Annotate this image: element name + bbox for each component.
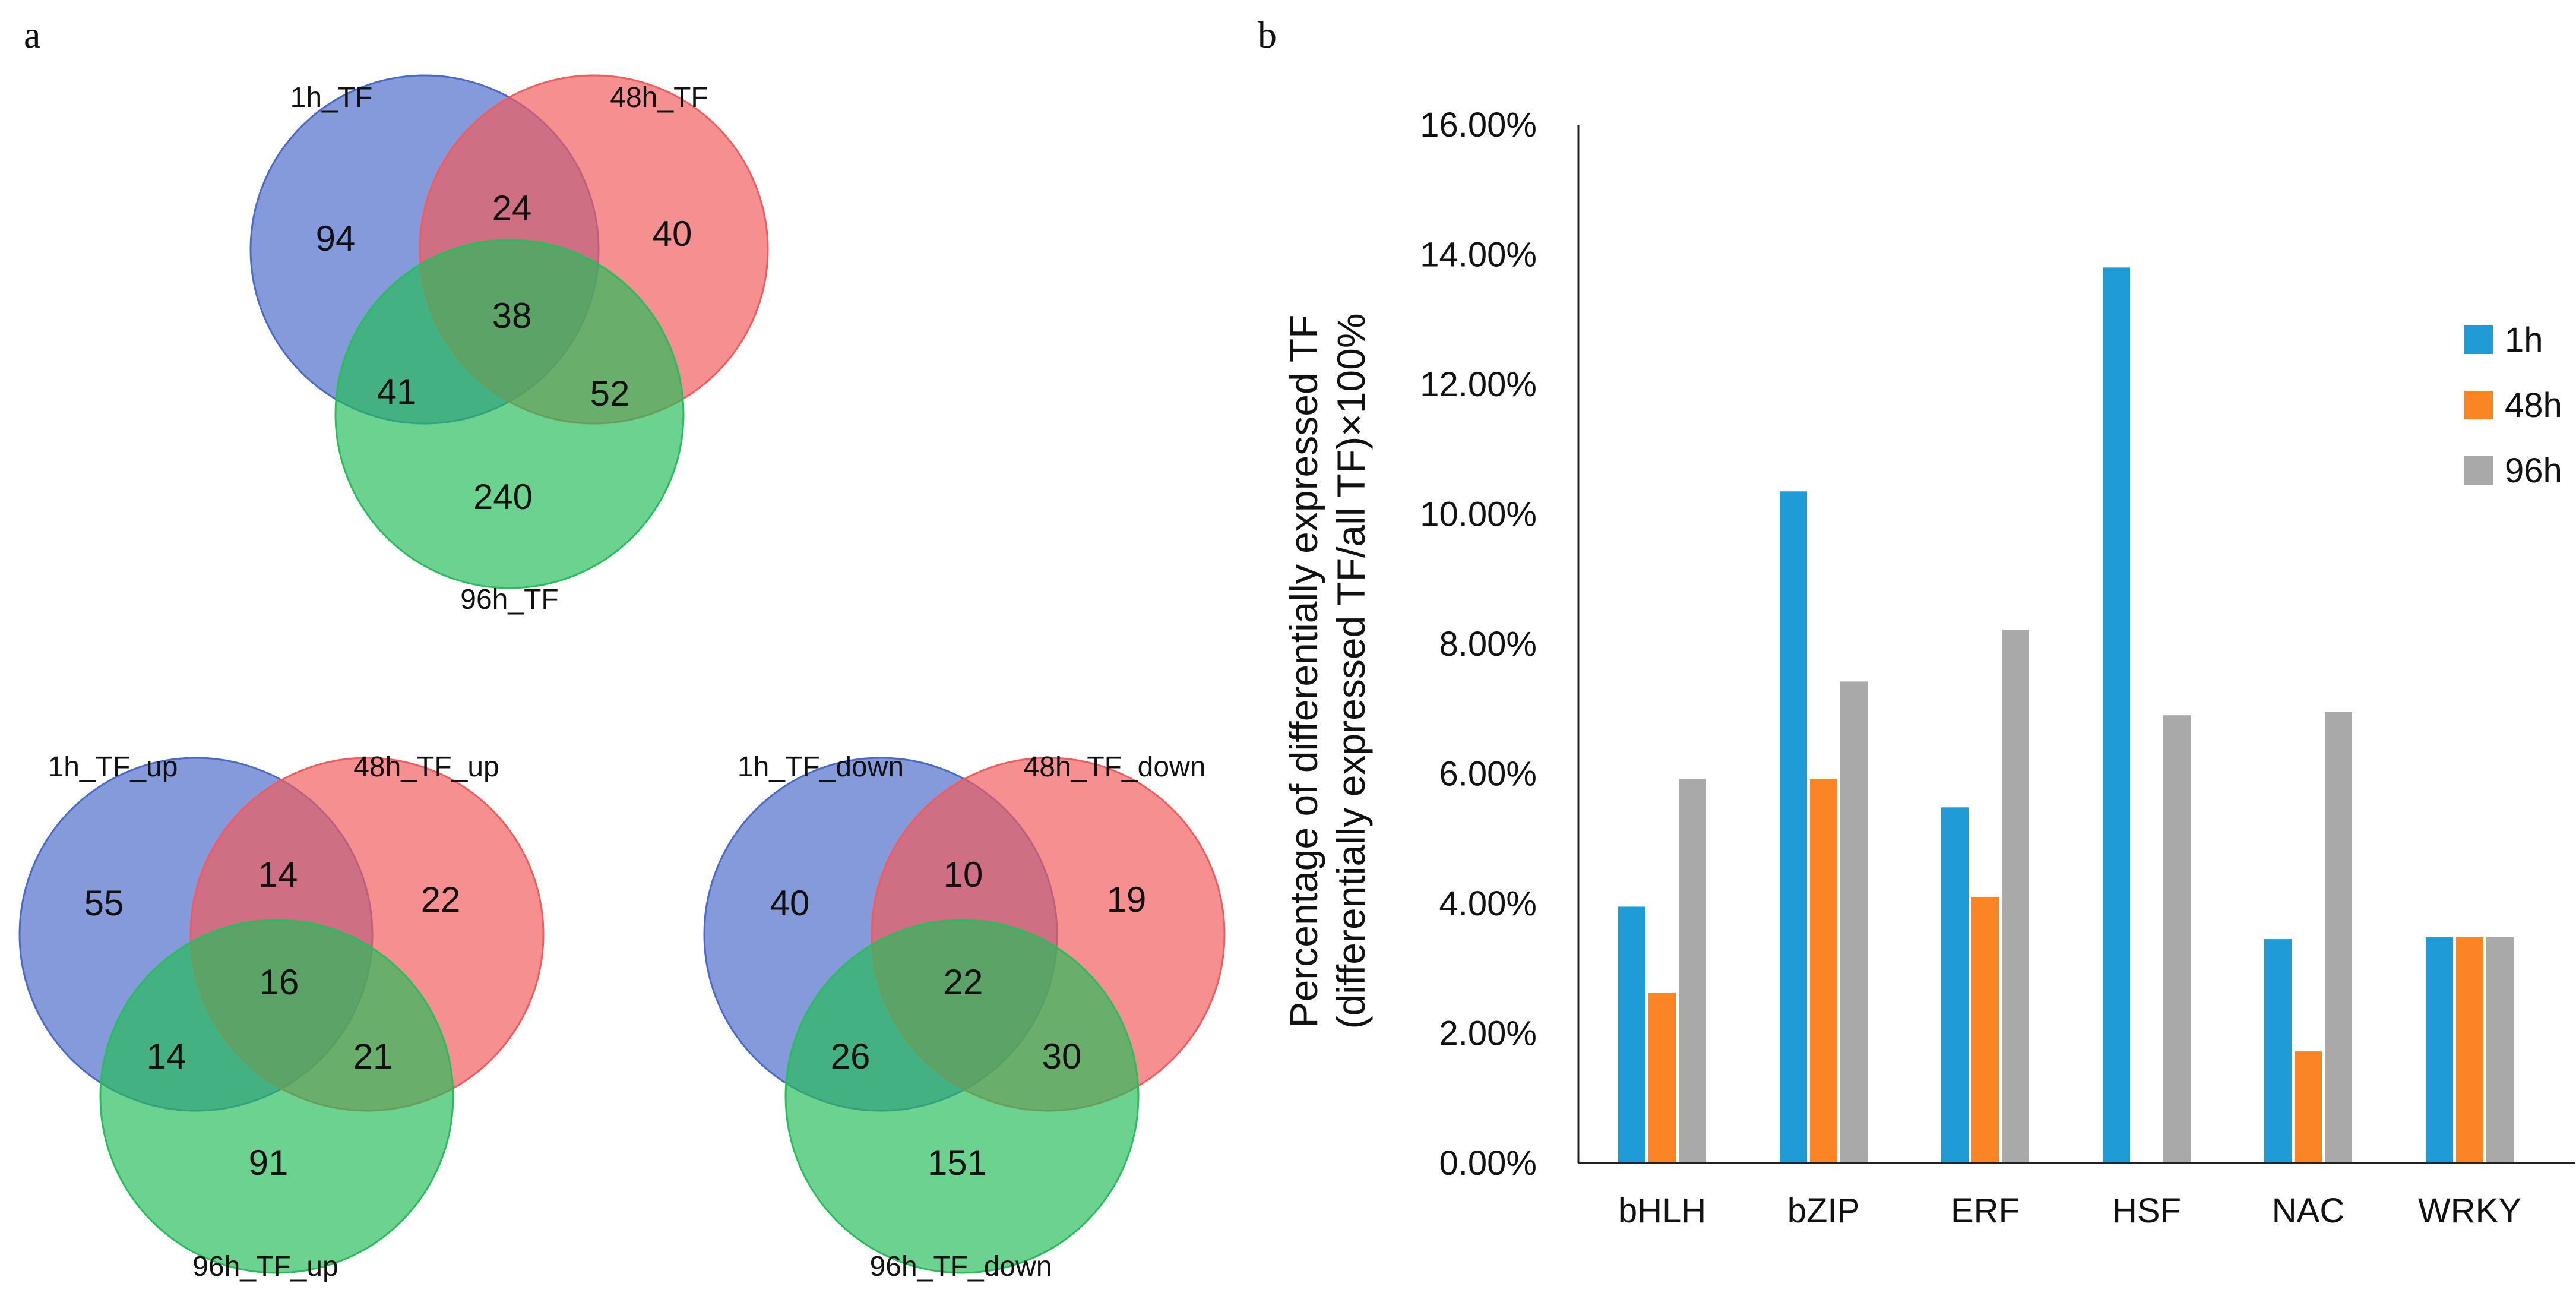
- venn-down-region-all: 22: [944, 962, 983, 1002]
- venn-up-label-1h: 1h_TF_up: [48, 751, 178, 783]
- bar-bzip-1h: [1780, 491, 1807, 1164]
- y-tick-label: 14.00%: [1420, 236, 1537, 274]
- bar-erf-1h: [1941, 807, 1969, 1163]
- venn-up-region-1h-only: 55: [84, 883, 124, 923]
- bar-bhlh-48h: [1648, 993, 1676, 1163]
- venn-down-region-1h-96h: 26: [831, 1036, 871, 1076]
- venn-up-label-96h: 96h_TF_up: [192, 1251, 338, 1282]
- bar-bzip-96h: [1840, 681, 1868, 1163]
- panel-label-b: b: [1258, 14, 1277, 56]
- bar-hsf-1h: [2103, 267, 2130, 1164]
- venn-down-label-96h: 96h_TF_down: [870, 1251, 1052, 1282]
- venn-diagram-up: 1h_TF_up 48h_TF_up 96h_TF_up 55 22 91 14…: [18, 751, 545, 1282]
- venn-up-label-48h: 48h_TF_up: [353, 751, 499, 783]
- venn-all-region-48h-only: 40: [653, 214, 692, 254]
- venn-up-region-all: 16: [260, 962, 299, 1002]
- y-tick-label: 10.00%: [1420, 495, 1537, 534]
- venn-all-region-48h-96h: 52: [590, 374, 630, 413]
- venn-up-region-1h-96h: 14: [147, 1036, 186, 1076]
- x-tick-label-nac: NAC: [2272, 1191, 2344, 1230]
- x-axis-ticks: bHLH bZIP ERF HSF NAC WRKY: [1618, 1191, 2521, 1230]
- bar-wrky-48h: [2456, 937, 2483, 1163]
- y-tick-label: 4.00%: [1439, 884, 1537, 923]
- y-tick-label: 0.00%: [1439, 1144, 1537, 1183]
- bar-nac-1h: [2264, 939, 2292, 1163]
- y-axis-ticks: 0.00% 2.00% 4.00% 6.00% 8.00% 10.00% 12.00% 14.…: [1420, 106, 1537, 1183]
- venn-up-region-48h-only: 22: [421, 880, 461, 919]
- panel-label-a: a: [24, 14, 40, 56]
- venn-up-circle-96h: [99, 919, 454, 1274]
- y-tick-label: 12.00%: [1420, 365, 1537, 404]
- x-tick-label-wrky: WRKY: [2418, 1191, 2521, 1230]
- x-tick-label-erf: ERF: [1951, 1191, 2020, 1230]
- venn-down-label-48h: 48h_TF_down: [1024, 751, 1206, 783]
- venn-all-label-1h: 1h_TF: [290, 82, 373, 113]
- bar-erf-96h: [2002, 629, 2029, 1163]
- x-tick-label-bzip: bZIP: [1787, 1191, 1860, 1230]
- bar-wrky-1h: [2426, 937, 2453, 1163]
- venn-all-circle-96h: [334, 239, 685, 589]
- legend-label-48h: 48h: [2505, 386, 2562, 425]
- bar-bhlh-1h: [1618, 906, 1645, 1163]
- bar-hsf-96h: [2163, 715, 2191, 1163]
- y-tick-label: 8.00%: [1439, 625, 1537, 663]
- venn-down-circle-96h: [784, 919, 1140, 1274]
- venn-down-label-1h: 1h_TF_down: [738, 751, 904, 783]
- venn-all-label-48h: 48h_TF: [610, 82, 708, 113]
- legend-swatch-48h: [2464, 391, 2493, 419]
- venn-down-region-96h-only: 151: [928, 1143, 987, 1183]
- bar-erf-48h: [1971, 897, 1999, 1163]
- legend: 1h 48h 96h: [2464, 321, 2562, 490]
- venn-all-region-1h-48h: 24: [492, 188, 532, 228]
- bars: [1618, 267, 2514, 1164]
- venn-down-region-48h-96h: 30: [1042, 1036, 1082, 1076]
- y-tick-label: 2.00%: [1439, 1014, 1537, 1053]
- venn-all-region-96h-only: 240: [473, 477, 533, 517]
- venn-up-region-1h-48h: 14: [258, 855, 298, 895]
- bar-bzip-48h: [1810, 779, 1837, 1163]
- y-tick-label: 16.00%: [1420, 106, 1537, 144]
- x-tick-label-bhlh: bHLH: [1618, 1191, 1706, 1230]
- venn-all-region-1h-only: 94: [316, 219, 356, 258]
- venn-down-region-1h-48h: 10: [944, 855, 983, 895]
- legend-swatch-1h: [2464, 325, 2493, 354]
- x-tick-label-hsf: HSF: [2112, 1191, 2181, 1230]
- bar-nac-96h: [2325, 712, 2352, 1163]
- venn-diagram-down: 1h_TF_down 48h_TF_down 96h_TF_down 40 19…: [703, 751, 1226, 1282]
- bar-bhlh-96h: [1679, 779, 1706, 1163]
- y-tick-label: 6.00%: [1439, 755, 1537, 794]
- venn-diagram-all: 1h_TF 48h_TF 96h_TF 94 40 240 24 41 52 3…: [249, 74, 769, 615]
- legend-swatch-96h: [2464, 456, 2493, 485]
- venn-all-region-all: 38: [492, 296, 532, 336]
- y-axis-title-line2: (differentially expressed TF/all TF)×100…: [1329, 313, 1373, 1029]
- venn-down-region-1h-only: 40: [770, 883, 810, 923]
- venn-down-region-48h-only: 19: [1107, 880, 1147, 919]
- venn-all-label-96h: 96h_TF: [460, 584, 558, 615]
- bar-chart: Percentage of differentially expressed T…: [1281, 106, 2575, 1230]
- venn-up-region-96h-only: 91: [249, 1143, 289, 1183]
- bar-nac-48h: [2295, 1051, 2322, 1163]
- legend-label-1h: 1h: [2505, 321, 2543, 359]
- venn-all-region-1h-96h: 41: [377, 372, 417, 412]
- venn-up-region-48h-96h: 21: [353, 1036, 393, 1076]
- y-axis-title-line1: Percentage of differentially expressed T…: [1281, 315, 1325, 1028]
- bar-wrky-96h: [2486, 937, 2514, 1163]
- legend-label-96h: 96h: [2505, 451, 2562, 490]
